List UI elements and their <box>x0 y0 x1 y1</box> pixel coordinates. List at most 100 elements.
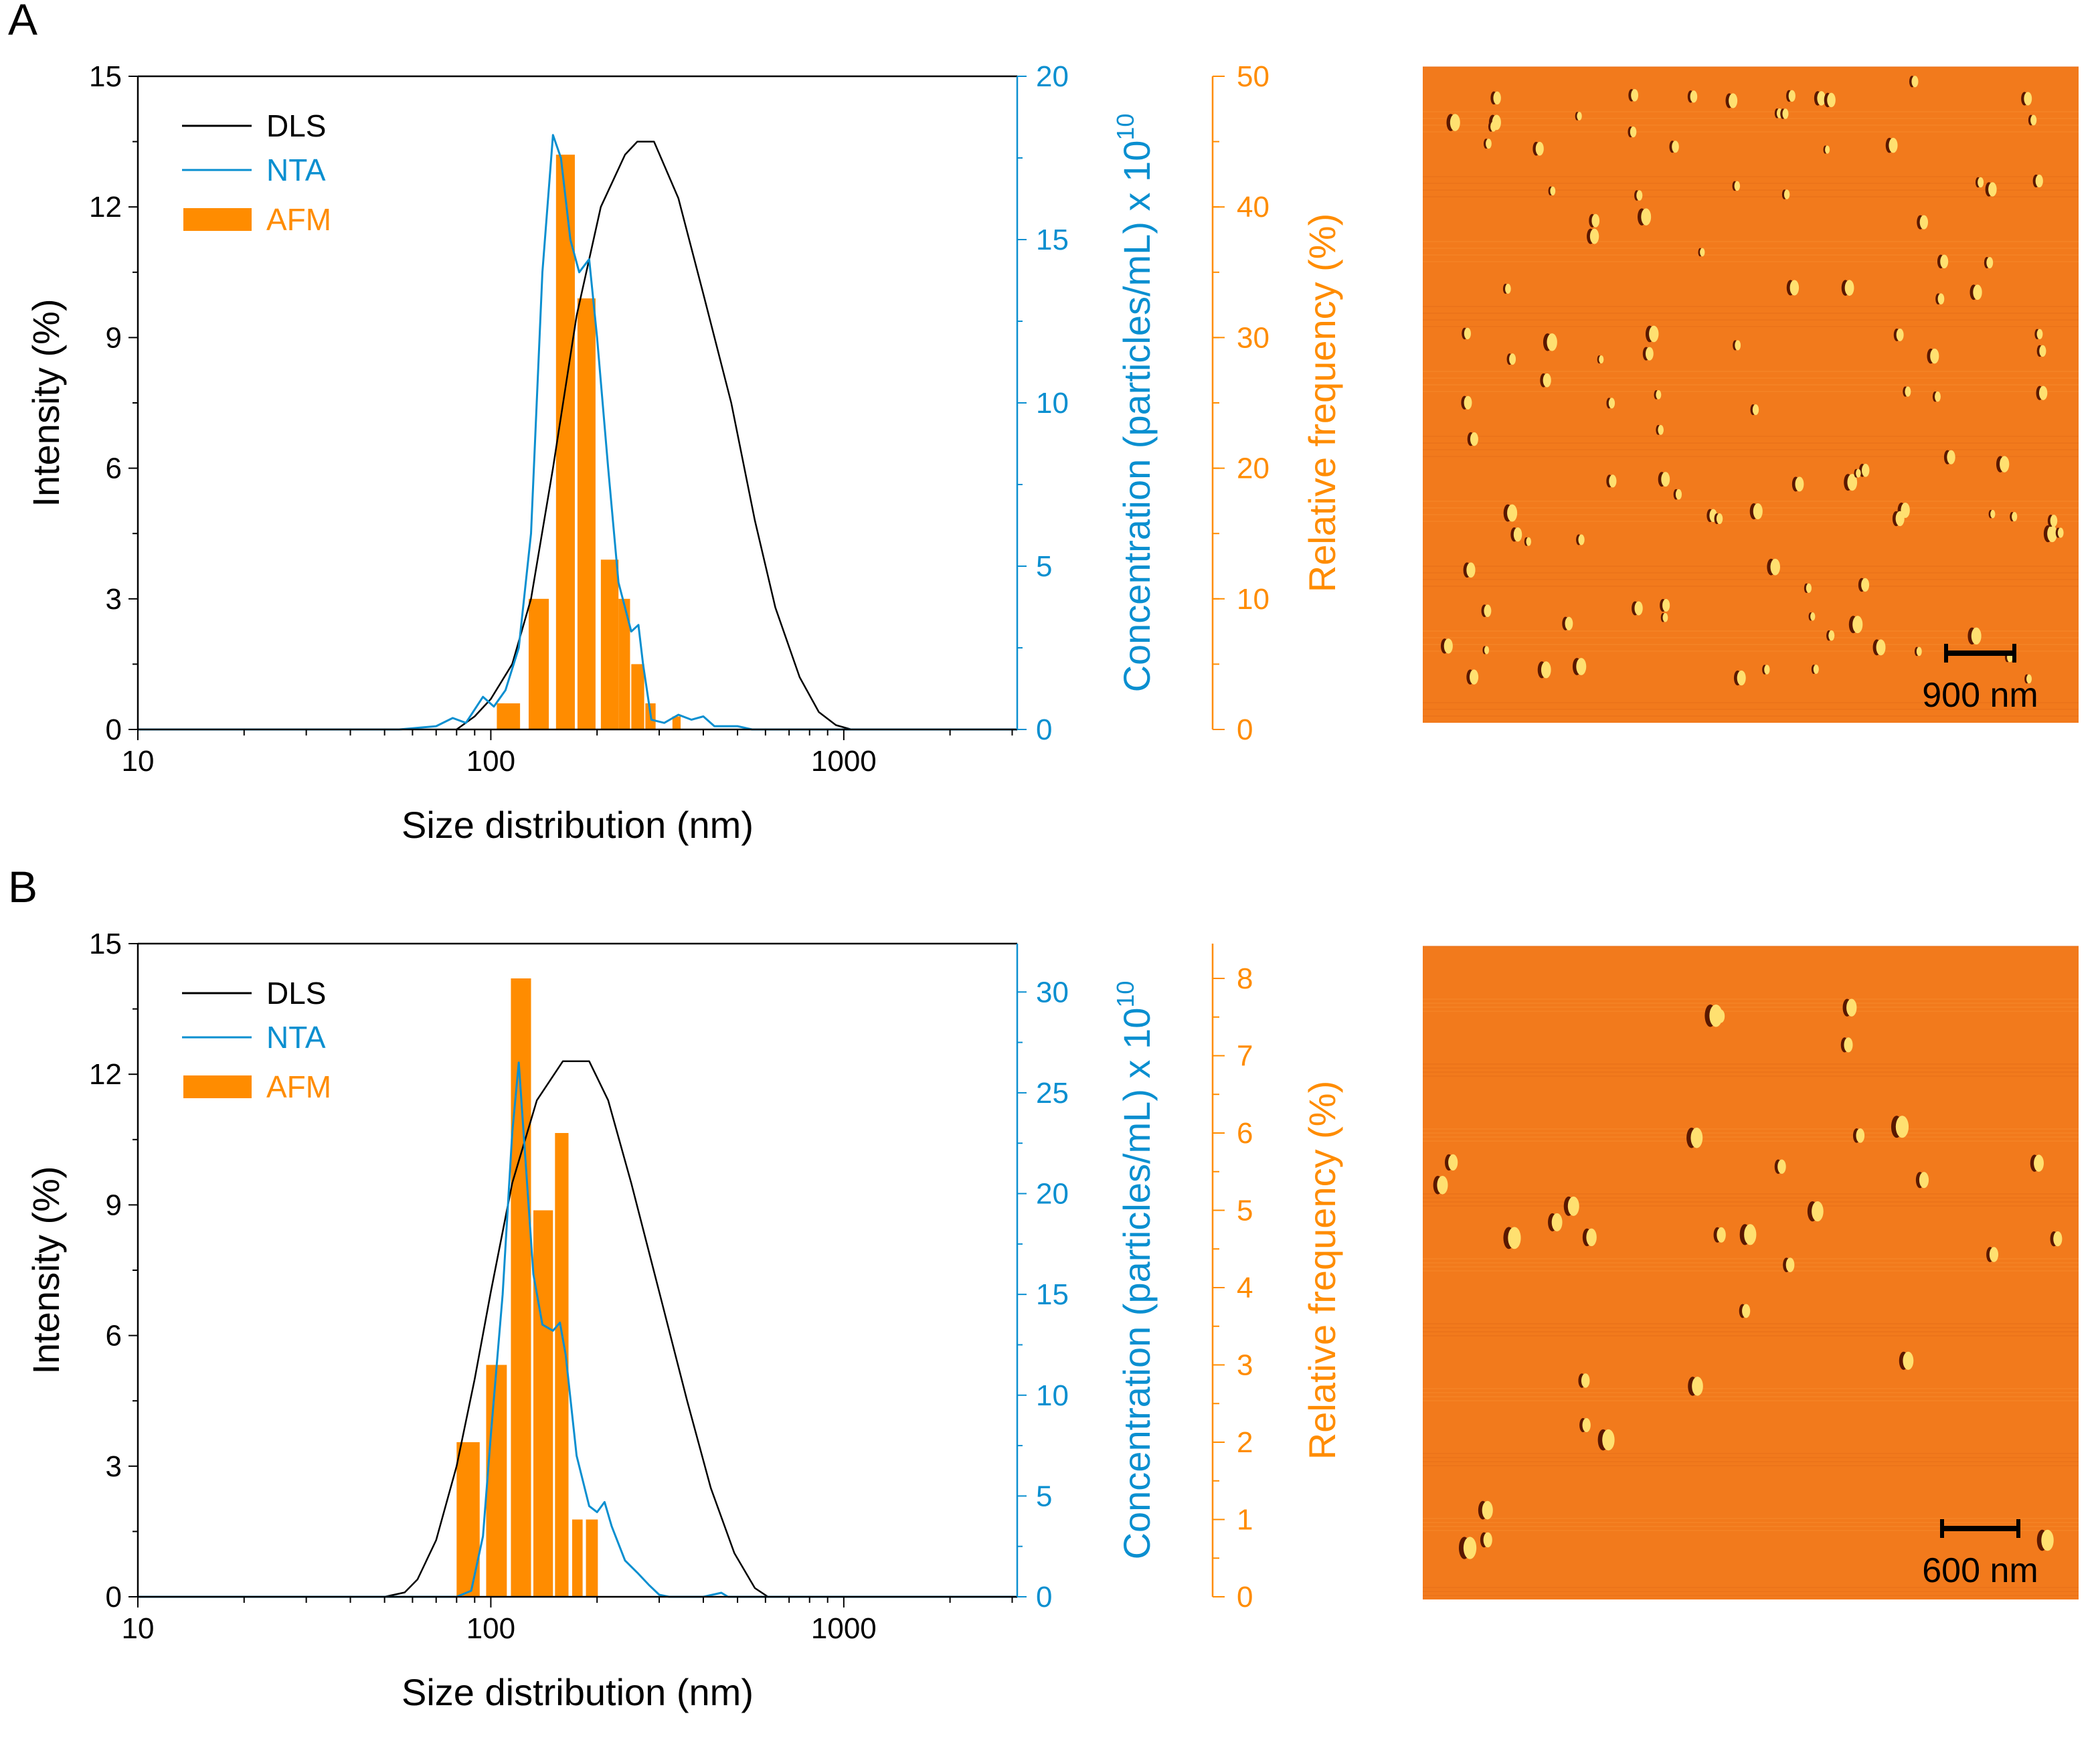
afm-bar <box>555 1132 569 1597</box>
particle <box>1502 284 1511 294</box>
particle <box>1490 91 1501 105</box>
particle <box>1572 658 1587 675</box>
particle-highlight <box>1988 182 1997 197</box>
particle-highlight <box>1591 213 1600 228</box>
particle-highlight <box>2039 345 2046 357</box>
particle <box>1915 1172 1929 1189</box>
particle <box>1762 665 1770 675</box>
y3-tick-label: 4 <box>1237 1272 1253 1304</box>
x-tick-label: 100 <box>466 1612 515 1645</box>
particle <box>1461 396 1472 410</box>
y3-tick-label: 7 <box>1237 1039 1253 1072</box>
particle-highlight <box>1483 1532 1492 1548</box>
particle-highlight <box>1550 186 1556 196</box>
particle-highlight <box>1844 1037 1853 1053</box>
y-tick-label: 3 <box>106 1450 122 1483</box>
panel-label: A <box>8 0 37 44</box>
particle-highlight <box>1812 1201 1824 1222</box>
particle-highlight <box>1990 509 1996 519</box>
particle-highlight <box>1919 215 1929 230</box>
particle <box>1533 141 1544 156</box>
particle-highlight <box>1709 1004 1723 1027</box>
dls-line <box>456 141 852 731</box>
particle-highlight <box>1513 527 1522 542</box>
particle-highlight <box>1947 450 1955 464</box>
particle <box>1774 1159 1786 1174</box>
particle-highlight <box>1825 145 1830 154</box>
afm-bar <box>486 1365 507 1597</box>
particle-highlight <box>2026 674 2032 684</box>
particle-highlight <box>1437 1175 1448 1195</box>
particle-highlight <box>1661 472 1670 487</box>
particle <box>1563 1196 1579 1216</box>
y3-tick-label: 20 <box>1237 452 1270 485</box>
particle-highlight <box>1896 329 1904 341</box>
particle <box>2024 674 2032 684</box>
particle-highlight <box>2057 527 2064 538</box>
particle-highlight <box>1729 93 1738 108</box>
particle <box>1548 186 1556 196</box>
particle-highlight <box>1551 1213 1563 1231</box>
particle <box>2010 512 2018 522</box>
legend: DLS NTA AFM <box>182 108 331 237</box>
particle <box>1687 90 1698 103</box>
particle <box>1658 472 1670 487</box>
particle-highlight <box>1744 1224 1757 1245</box>
particle-highlight <box>1856 1128 1865 1143</box>
particle-highlight <box>1541 661 1551 679</box>
particle-highlight <box>1486 139 1492 149</box>
particle-highlight <box>1813 665 1819 675</box>
particle-highlight <box>1692 1377 1703 1396</box>
y3-tick-label: 30 <box>1237 321 1270 354</box>
y2-tick-label: 20 <box>1036 1178 1069 1211</box>
particle-highlight <box>2030 114 2037 126</box>
particle <box>1669 141 1679 153</box>
particle <box>1462 327 1471 340</box>
particle <box>1466 669 1479 685</box>
particle-highlight <box>1690 90 1698 103</box>
particle <box>1483 139 1492 149</box>
particle-highlight <box>1777 1159 1786 1174</box>
particle <box>1478 1500 1493 1520</box>
y2-axis-title: Concentration (particles/mL) x 1010 <box>1112 981 1158 1560</box>
afm-bar <box>572 1519 583 1597</box>
particle <box>1597 1429 1615 1451</box>
particle-highlight <box>1862 463 1870 477</box>
particle-highlight <box>1490 121 1497 132</box>
y3-tick-label: 0 <box>1237 1581 1253 1614</box>
particle-highlight <box>2050 515 2058 527</box>
particle-highlight <box>1636 190 1643 201</box>
particle <box>1446 114 1460 131</box>
particle-highlight <box>1586 1228 1597 1247</box>
particle <box>2021 92 2032 106</box>
particle-highlight <box>1609 474 1617 488</box>
particle-highlight <box>1700 248 1705 257</box>
y3-tick-label: 2 <box>1237 1426 1253 1459</box>
particle-highlight <box>1847 474 1858 491</box>
particle <box>1840 1037 1853 1053</box>
particle <box>1986 1247 1999 1262</box>
particle <box>1642 347 1654 361</box>
particle <box>1578 1373 1590 1388</box>
particle-highlight <box>1716 513 1723 525</box>
particle-highlight <box>1508 1227 1521 1249</box>
particle <box>1988 509 1996 519</box>
y3-axis-title: Relative frequency (%) <box>1301 1081 1343 1460</box>
particle <box>1632 601 1643 616</box>
particle-highlight <box>1547 333 1557 351</box>
particle-highlight <box>1578 534 1585 545</box>
particle-highlight <box>1466 562 1476 578</box>
particle <box>2028 114 2037 126</box>
y3-tick-label: 0 <box>1237 713 1253 746</box>
particle-highlight <box>1493 91 1501 105</box>
particle <box>1811 665 1819 675</box>
particle <box>1985 182 1997 197</box>
particle-highlight <box>1450 114 1460 131</box>
x-tick-label: 1000 <box>811 1612 877 1645</box>
particle-highlight <box>1782 108 1789 119</box>
particle <box>1914 646 1922 657</box>
particle-highlight <box>1675 489 1682 500</box>
nta-line <box>138 134 1017 731</box>
particle <box>1433 1175 1448 1195</box>
